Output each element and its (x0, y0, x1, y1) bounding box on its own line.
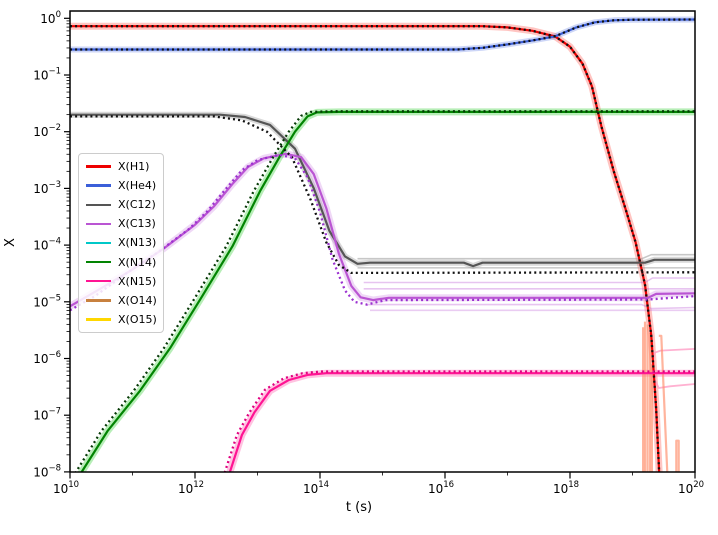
extra-C13-ensemble-a (363, 277, 695, 284)
series-X(N15)-band (226, 369, 695, 472)
legend-item-xh1: X(H1) (86, 158, 157, 176)
legend-swatch (86, 318, 111, 321)
x-tick-label: 1014 (303, 480, 329, 496)
x-tick-label: 1018 (553, 480, 579, 496)
legend-item-xo14: X(O14) (86, 291, 157, 309)
series-layer (70, 16, 695, 472)
legend-item-xc13: X(C13) (86, 215, 157, 233)
series-X(C12)-line (70, 113, 695, 268)
legend-label: X(O15) (118, 312, 157, 326)
legend-label: X(N15) (118, 274, 157, 288)
legend-item-xn13: X(N13) (86, 234, 157, 252)
plot-frame (69, 10, 696, 473)
x-tick-label: 1016 (428, 480, 454, 496)
legend: X(H1) X(He4) X(C12) X(C13) X(N13) X(N14) X(N15… (78, 153, 164, 333)
series-X(N15)-dotted (223, 370, 695, 472)
legend-item-xn15: X(N15) (86, 272, 157, 290)
legend-swatch (86, 299, 111, 302)
legend-swatch (86, 184, 111, 187)
y-tick-label: 10−5 (33, 293, 61, 309)
y-axis-label: X (2, 238, 18, 247)
legend-label: X(C13) (118, 217, 156, 231)
y-tick-label: 10−2 (33, 123, 61, 139)
x-tick-label: 1012 (178, 480, 204, 496)
legend-swatch (86, 279, 111, 283)
y-tick-label: 10−7 (33, 407, 61, 423)
extra-O14-spike-7 (675, 439, 680, 472)
y-tick-label: 10−8 (33, 463, 61, 479)
y-tick-label: 10−4 (33, 237, 61, 253)
x-tick-label: 1020 (678, 480, 704, 496)
legend-item-xhe4: X(He4) (86, 177, 157, 195)
y-tick-label: 10−6 (33, 350, 61, 366)
extra-N15-ensemble-up (650, 348, 695, 374)
legend-label: X(He4) (118, 179, 157, 193)
legend-item-xo15: X(O15) (86, 310, 157, 328)
legend-item-xc12: X(C12) (86, 196, 157, 214)
y-tick-label: 100 (40, 10, 61, 26)
legend-label: X(N13) (118, 236, 157, 250)
series-X(N15)-line (228, 372, 695, 472)
series-X(N14)-dotted (74, 110, 695, 472)
legend-label: X(C12) (118, 198, 156, 212)
legend-item-xn14: X(N14) (86, 253, 157, 271)
legend-label: X(H1) (118, 160, 150, 174)
legend-label: X(O14) (118, 293, 157, 307)
y-tick-label: 10−1 (33, 67, 61, 83)
extra-O14-spike-6 (658, 334, 669, 472)
legend-swatch (86, 222, 111, 226)
legend-label: X(N14) (118, 255, 157, 269)
series-X(H1)-dotted (70, 25, 661, 472)
legend-swatch (86, 165, 111, 168)
extra-C12-ensemble-a (357, 253, 695, 260)
legend-swatch (86, 260, 111, 264)
y-tick-label: 10−3 (33, 180, 61, 196)
legend-swatch (86, 241, 111, 245)
series-X(C13)-line (70, 152, 695, 308)
legend-swatch (86, 203, 111, 207)
series-X(He4)-dotted (70, 18, 695, 51)
x-axis-label: t (s) (345, 500, 373, 515)
x-tick-label: 1010 (53, 480, 79, 496)
